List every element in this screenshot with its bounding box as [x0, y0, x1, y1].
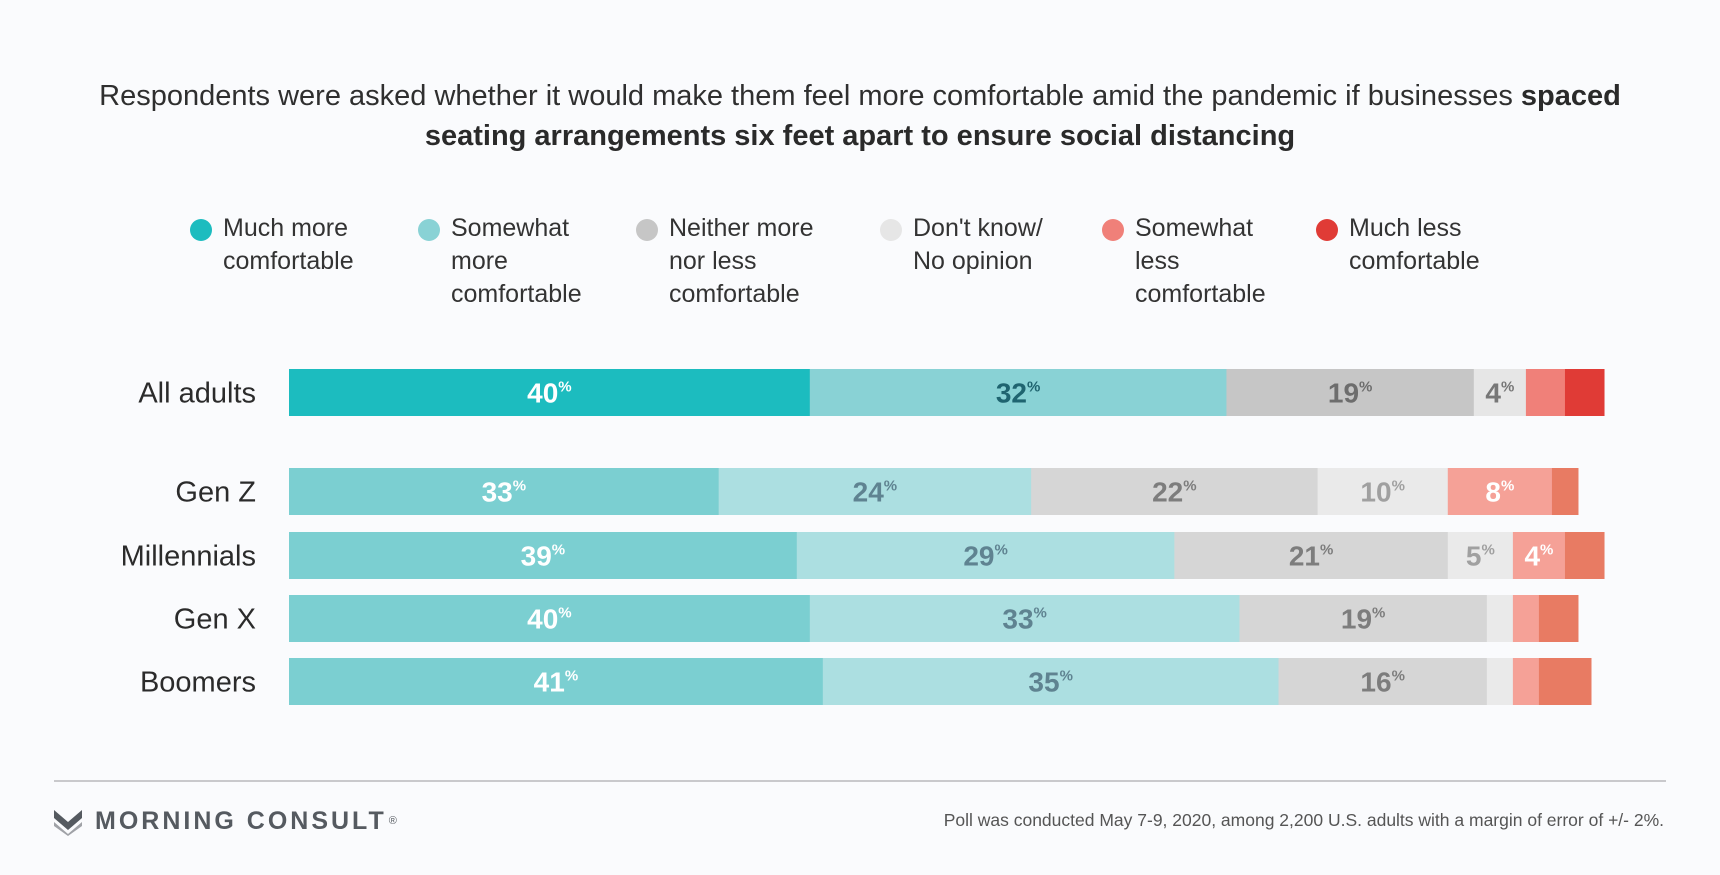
legend-label: Somewhat more comfortable	[451, 214, 582, 308]
bar-segment	[1239, 595, 1488, 642]
source-note: Poll was conducted May 7-9, 2020, among …	[943, 810, 1664, 830]
bar-segment	[809, 369, 1227, 416]
chart-title: Respondents were asked whether it would …	[60, 76, 1660, 156]
bar-segment	[1226, 369, 1475, 416]
bar-segment	[1564, 369, 1605, 416]
bar-value-label: 39%	[521, 541, 566, 572]
bar-value-label: 24%	[853, 477, 898, 508]
bar-segment	[289, 532, 798, 579]
footer-divider	[54, 780, 1666, 782]
bar-segment	[1512, 658, 1540, 705]
bar-value-label: 33%	[1002, 604, 1047, 635]
bar-value-label: 32%	[996, 378, 1041, 409]
legend-label: Much less comfortable	[1349, 214, 1480, 275]
bar-segment	[1031, 468, 1319, 515]
legend-swatch	[636, 219, 658, 241]
legend-item: Much less comfortable	[1316, 212, 1480, 278]
row-label: Boomers	[140, 667, 256, 699]
bar-segment	[289, 468, 720, 515]
bar-value-label: 40%	[527, 378, 572, 409]
bar-value-label: 4%	[1485, 378, 1514, 409]
legend-swatch	[880, 219, 902, 241]
bar-segment	[289, 595, 811, 642]
row-label: Gen X	[174, 604, 256, 636]
legend-label: Neither more nor less comfortable	[669, 214, 814, 308]
bar-segment	[1525, 369, 1566, 416]
morning-consult-logo-icon	[54, 810, 82, 836]
bar-segment	[809, 595, 1240, 642]
bar-segment	[1317, 468, 1449, 515]
bar-segment	[796, 532, 1175, 579]
bar-segment	[1538, 595, 1579, 642]
legend-item: Much more comfortable	[190, 212, 354, 278]
bar-segment	[1512, 532, 1566, 579]
title-prefix: Respondents were asked whether it would …	[99, 80, 1513, 112]
bar-segment	[1564, 532, 1605, 579]
bar-segment	[1486, 595, 1514, 642]
legend-label: Much more comfortable	[223, 214, 354, 275]
bar-segment	[1473, 369, 1527, 416]
brand-name: MORNING CONSULT	[95, 806, 387, 835]
legend: Much more comfortable Somewhat more comfo…	[0, 212, 1720, 322]
bar-segment	[1512, 595, 1540, 642]
bar-segment	[1551, 468, 1579, 515]
brand-logo: MORNING CONSULT ®	[53, 806, 397, 836]
legend-swatch	[190, 219, 212, 241]
bar-value-label: 10%	[1360, 477, 1405, 508]
row-label: All adults	[138, 378, 256, 410]
legend-item: Somewhat more comfortable	[418, 212, 582, 311]
bar-value-label: 19%	[1328, 378, 1373, 409]
legend-swatch	[418, 219, 440, 241]
row-label: Gen Z	[175, 477, 256, 509]
legend-item: Don't know/ No opinion	[880, 212, 1043, 278]
legend-item: Somewhat less comfortable	[1102, 212, 1266, 311]
row-label: Millennials	[121, 541, 256, 573]
bar-value-label: 40%	[527, 604, 572, 635]
bar-value-label: 8%	[1485, 477, 1514, 508]
bar-value-label: 29%	[963, 541, 1008, 572]
bar-segment	[1447, 468, 1553, 515]
legend-label: Don't know/ No opinion	[913, 214, 1043, 275]
bar-segment	[1486, 658, 1514, 705]
legend-label: Somewhat less comfortable	[1135, 214, 1266, 308]
bar-value-label: 21%	[1289, 541, 1334, 572]
bar-value-label: 35%	[1028, 667, 1073, 698]
bar-value-label: 22%	[1152, 477, 1197, 508]
bar-value-label: 41%	[534, 667, 579, 698]
legend-item: Neither more nor less comfortable	[636, 212, 814, 311]
bar-segment	[289, 369, 811, 416]
bar-segment	[1278, 658, 1488, 705]
stacked-bar-chart: All adults 40% 32% 19% 4% Gen Z 33% 24% 22% 10% 8%…	[121, 369, 1605, 705]
bar-value-label: 5%	[1466, 541, 1495, 572]
legend-swatch	[1102, 219, 1124, 241]
bar-segment	[1538, 658, 1592, 705]
bar-segment	[718, 468, 1032, 515]
brand-registered-mark: ®	[388, 815, 397, 827]
bar-segment	[1447, 532, 1514, 579]
bar-value-label: 33%	[482, 477, 526, 508]
bar-segment	[289, 658, 824, 705]
bar-value-label: 19%	[1341, 604, 1386, 635]
bar-value-label: 16%	[1360, 667, 1405, 698]
title-emphasis: spaced seating arrangements six feet apa…	[424, 80, 1621, 152]
legend-swatch	[1316, 219, 1338, 241]
bar-value-label: 4%	[1524, 541, 1553, 572]
bar-segment	[1174, 532, 1449, 579]
bar-segment	[822, 658, 1280, 705]
